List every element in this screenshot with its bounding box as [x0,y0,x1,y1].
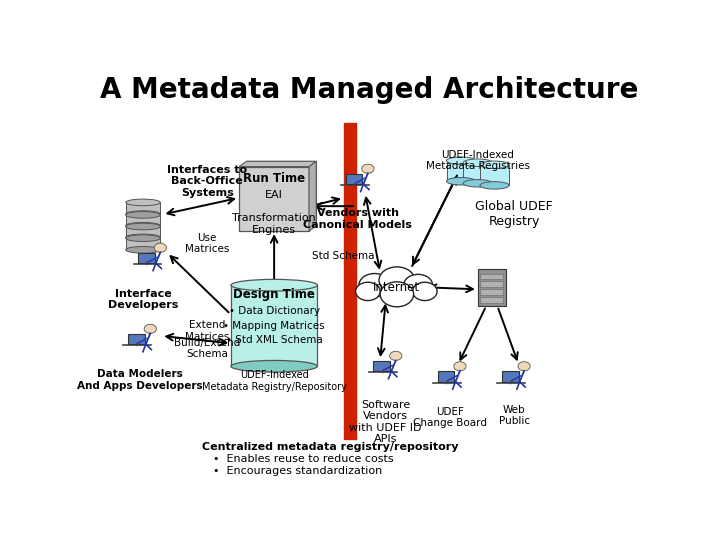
Text: UDEF-Indexed
Metadata Registries: UDEF-Indexed Metadata Registries [426,150,530,171]
Text: •  Enables reuse to reduce costs: • Enables reuse to reduce costs [213,454,393,464]
Ellipse shape [480,161,509,168]
Bar [463,163,492,183]
Ellipse shape [126,199,161,206]
Text: • Data Dictionary: • Data Dictionary [228,306,320,316]
Circle shape [454,362,466,371]
Circle shape [144,324,156,333]
Text: • Mapping Matrices: • Mapping Matrices [223,321,325,330]
Bar [126,202,161,215]
Bar [344,123,356,439]
Bar [128,334,145,344]
Bar [239,167,309,231]
Bar [446,160,476,181]
Ellipse shape [231,279,318,291]
Bar [126,238,161,250]
Ellipse shape [126,211,161,218]
Text: EAI

Transformation
Engines: EAI Transformation Engines [233,178,316,235]
Text: Use
Matrices: Use Matrices [185,233,230,254]
Circle shape [518,362,530,371]
Ellipse shape [480,181,509,189]
Text: Run Time: Run Time [243,172,305,185]
Circle shape [361,164,374,173]
Text: Global UDEF
Registry: Global UDEF Registry [475,200,553,228]
Text: Internet: Internet [374,281,420,294]
Circle shape [404,274,433,296]
Text: Centralized metadata registry/repository: Centralized metadata registry/repository [202,442,458,451]
Ellipse shape [126,212,161,218]
Bar [502,371,518,382]
Bar [478,268,505,306]
Text: Std Schema: Std Schema [312,251,374,261]
Text: Interfaces to
Back-Office
Systems: Interfaces to Back-Office Systems [167,165,247,198]
Text: A Metadata Managed Architecture: A Metadata Managed Architecture [100,76,638,104]
Text: • Std XML Schema: • Std XML Schema [226,335,323,345]
Circle shape [413,282,437,301]
Bar [126,214,161,227]
Text: Extend
Matrices: Extend Matrices [185,320,230,342]
Text: Software
Vendors
with UDEF ID
APIs: Software Vendors with UDEF ID APIs [349,400,422,444]
Bar [480,297,503,302]
Bar [346,174,362,184]
Ellipse shape [446,178,476,185]
Polygon shape [309,161,316,231]
Ellipse shape [126,246,161,253]
Ellipse shape [126,235,161,241]
Ellipse shape [446,157,476,164]
Ellipse shape [126,222,161,229]
Circle shape [379,267,415,293]
Ellipse shape [463,159,492,166]
Text: Interface
Developers: Interface Developers [108,288,178,310]
Text: •  Encourages standardization: • Encourages standardization [213,465,382,476]
Ellipse shape [126,234,161,241]
Ellipse shape [463,180,492,187]
Polygon shape [239,161,316,167]
Bar [480,281,503,287]
Bar [246,161,316,226]
Ellipse shape [231,360,318,372]
Bar [138,253,155,263]
Text: Vendors with
Canonical Models: Vendors with Canonical Models [303,208,413,230]
Text: Data Modelers
And Apps Developers: Data Modelers And Apps Developers [78,369,203,391]
Text: Design Time: Design Time [233,288,315,301]
Bar [438,371,454,382]
Bar [374,361,390,371]
Bar [231,285,318,366]
Bar [480,274,503,279]
Ellipse shape [126,223,161,230]
Text: UDEF-Indexed
Metadata Registry/Repository: UDEF-Indexed Metadata Registry/Repositor… [202,370,346,392]
Circle shape [390,352,402,360]
Circle shape [356,282,380,301]
Text: Build/Extend
Schema: Build/Extend Schema [174,338,240,359]
Circle shape [380,282,414,307]
Text: UDEF
Change Board: UDEF Change Board [413,407,487,428]
Bar [480,289,503,295]
Bar [126,226,161,238]
Circle shape [359,274,390,297]
Text: Web
Public: Web Public [498,404,530,426]
Circle shape [154,243,166,252]
Bar [480,165,509,185]
